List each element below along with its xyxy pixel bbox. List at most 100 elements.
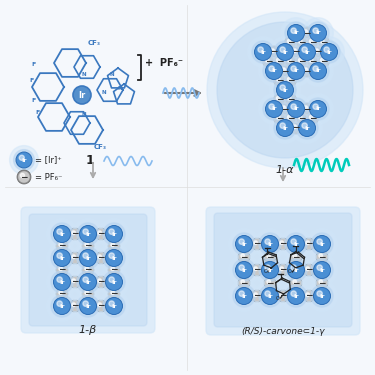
Circle shape [321, 44, 338, 60]
Text: −: − [253, 291, 261, 300]
Circle shape [304, 240, 313, 248]
Circle shape [239, 265, 244, 270]
Circle shape [111, 291, 114, 294]
Text: Ir: Ir [315, 69, 321, 74]
Text: −: − [305, 240, 313, 249]
Circle shape [311, 233, 333, 255]
Circle shape [275, 114, 284, 123]
Circle shape [319, 280, 322, 284]
Circle shape [276, 81, 294, 99]
Circle shape [77, 247, 99, 269]
Circle shape [83, 253, 88, 258]
Text: Ir: Ir [319, 294, 325, 298]
Circle shape [308, 57, 317, 66]
FancyBboxPatch shape [214, 213, 352, 327]
FancyBboxPatch shape [21, 207, 155, 333]
Circle shape [59, 267, 63, 270]
Circle shape [69, 300, 81, 312]
Circle shape [307, 60, 329, 82]
Circle shape [47, 267, 77, 297]
Text: N: N [110, 72, 114, 78]
Circle shape [253, 240, 261, 248]
Circle shape [59, 291, 63, 294]
Circle shape [280, 293, 284, 297]
Circle shape [285, 93, 297, 105]
Circle shape [296, 41, 318, 63]
Circle shape [229, 229, 259, 259]
Circle shape [20, 173, 24, 177]
Circle shape [276, 58, 280, 62]
Circle shape [109, 301, 114, 306]
Text: Ir: Ir [304, 126, 310, 130]
Circle shape [285, 233, 307, 255]
Text: F: F [36, 111, 40, 116]
Text: −: − [292, 48, 300, 57]
Text: Ir: Ir [21, 158, 27, 162]
Circle shape [233, 285, 255, 307]
Text: −: − [292, 252, 300, 261]
Circle shape [304, 292, 313, 300]
Circle shape [54, 273, 70, 291]
Circle shape [314, 236, 330, 252]
Text: Ir: Ir [59, 255, 65, 261]
Circle shape [57, 253, 62, 258]
Text: Ir: Ir [282, 50, 288, 54]
Circle shape [95, 300, 107, 312]
Circle shape [319, 38, 328, 47]
Circle shape [285, 75, 297, 87]
Text: −: − [309, 38, 316, 47]
Text: −: − [298, 57, 305, 66]
Circle shape [316, 251, 328, 263]
Circle shape [236, 261, 252, 279]
Circle shape [292, 124, 300, 132]
Text: Ir: Ir [293, 106, 299, 111]
Circle shape [70, 278, 80, 286]
Circle shape [281, 281, 311, 311]
Text: Ir: Ir [293, 242, 299, 246]
Text: −: − [287, 76, 294, 85]
Circle shape [309, 63, 327, 80]
Text: −: − [309, 57, 316, 66]
Text: 1: 1 [86, 153, 94, 166]
Circle shape [110, 290, 118, 298]
Circle shape [82, 288, 94, 300]
Circle shape [99, 267, 129, 297]
Circle shape [291, 66, 296, 71]
Text: Ir: Ir [304, 50, 310, 54]
Circle shape [281, 94, 311, 124]
Circle shape [296, 117, 318, 139]
Circle shape [264, 251, 276, 263]
Circle shape [261, 261, 279, 279]
Text: N: N [102, 90, 106, 96]
Circle shape [318, 41, 340, 63]
Circle shape [59, 243, 63, 246]
Circle shape [99, 219, 129, 249]
Circle shape [280, 123, 285, 128]
Circle shape [73, 243, 103, 273]
Circle shape [287, 96, 291, 100]
Circle shape [309, 58, 313, 62]
Circle shape [307, 255, 337, 285]
Circle shape [259, 259, 281, 281]
Circle shape [266, 63, 282, 80]
Circle shape [288, 100, 304, 117]
Circle shape [261, 288, 279, 304]
Circle shape [290, 277, 302, 289]
Circle shape [288, 261, 304, 279]
Circle shape [84, 290, 92, 298]
Circle shape [54, 225, 70, 243]
Circle shape [103, 271, 125, 293]
Circle shape [303, 238, 315, 250]
Text: −: − [276, 114, 283, 123]
Circle shape [271, 49, 274, 52]
Circle shape [311, 285, 333, 307]
Circle shape [77, 223, 99, 245]
Circle shape [288, 236, 304, 252]
Circle shape [308, 38, 317, 47]
Text: −: − [97, 278, 105, 286]
Circle shape [84, 242, 92, 250]
Circle shape [240, 279, 248, 287]
Text: (R/S)-carvone⊂1-γ: (R/S)-carvone⊂1-γ [241, 327, 325, 336]
Circle shape [73, 219, 103, 249]
Circle shape [314, 261, 330, 279]
